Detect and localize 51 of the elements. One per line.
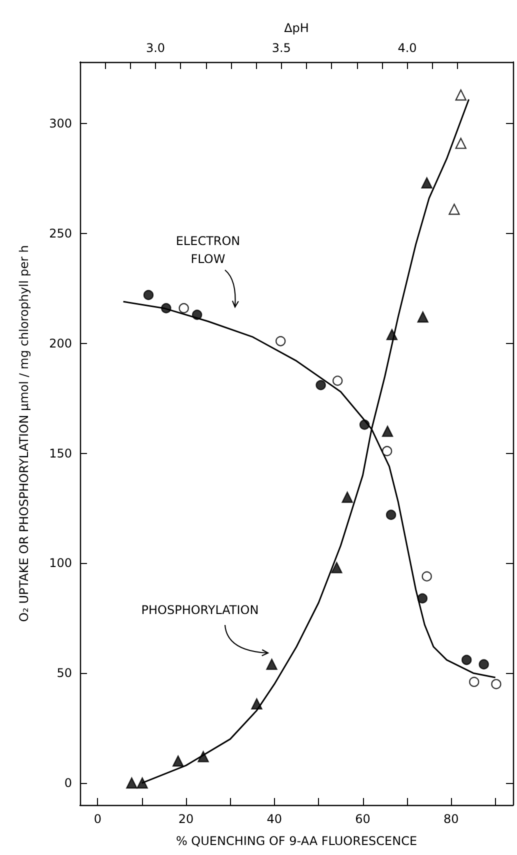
y-tick-label: 300 [49,116,72,131]
x-tick-label: 40 [266,812,282,826]
point [178,303,189,314]
point [478,659,489,670]
x2-tick-label: 4.0 [398,41,417,55]
point [448,204,460,215]
point [126,777,138,789]
point [136,777,148,789]
point [469,676,480,687]
point [417,311,428,323]
point [462,654,472,666]
point [421,177,432,188]
x-tick-label: 20 [178,812,194,826]
x2-tick-label: 3.5 [272,41,291,55]
point [276,336,286,346]
annotation: PHOSPHORYLATION [141,603,259,617]
x-tick-label: 0 [94,812,102,826]
point [455,138,466,149]
point [161,303,172,314]
y-axis-title: O₂ UPTAKE OR PHOSPHORYLATION μmol / mg chlorophyll per h [17,245,31,622]
x2-tick-label: 3.0 [146,41,166,55]
point [491,679,502,690]
point [172,755,184,767]
point [331,562,342,574]
point [386,510,396,520]
point [382,426,394,437]
y-tick-label: 250 [49,226,72,240]
x-tick-label: 80 [444,812,459,826]
point [332,376,343,386]
x-tick-label: 60 [355,812,370,826]
point [386,328,398,340]
point [382,446,392,456]
point [192,310,202,320]
point [342,492,353,503]
y-tick-label: 50 [56,666,72,680]
point [251,698,262,710]
y-tick-label: 0 [64,776,72,790]
y-tick-label: 200 [49,336,72,350]
point [422,571,432,582]
point [455,89,466,101]
annotation: ELECTRON FLOW [176,234,240,266]
y-tick-label: 150 [49,446,72,460]
point [266,658,278,670]
x2-axis-title: ΔpH [284,21,309,35]
point [198,751,209,762]
point [316,380,326,390]
y-tick-label: 100 [49,556,72,570]
point [143,290,154,300]
point [359,420,370,430]
x-axis-title: % QUENCHING OF 9-AA FLUORESCENCE [176,834,418,848]
point [417,593,428,604]
